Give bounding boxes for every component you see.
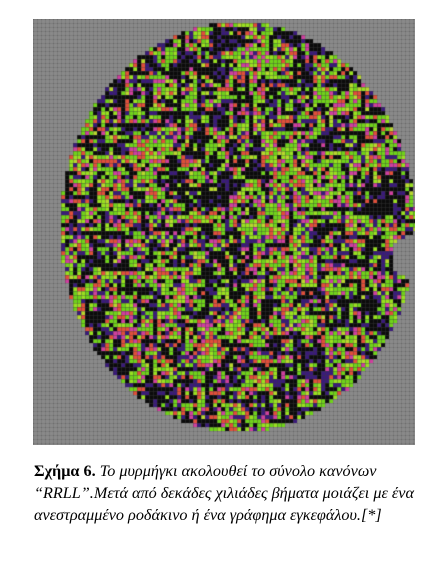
- figure-caption: Σχήμα 6. Το μυρμήγκι ακολουθεί το σύνολο…: [34, 460, 426, 526]
- caption-label: Σχήμα 6.: [34, 462, 96, 480]
- langtons-ant-rrll-figure: [33, 19, 415, 445]
- caption-text: Το μυρμήγκι ακολουθεί το σύνολο κανόνων …: [34, 462, 414, 524]
